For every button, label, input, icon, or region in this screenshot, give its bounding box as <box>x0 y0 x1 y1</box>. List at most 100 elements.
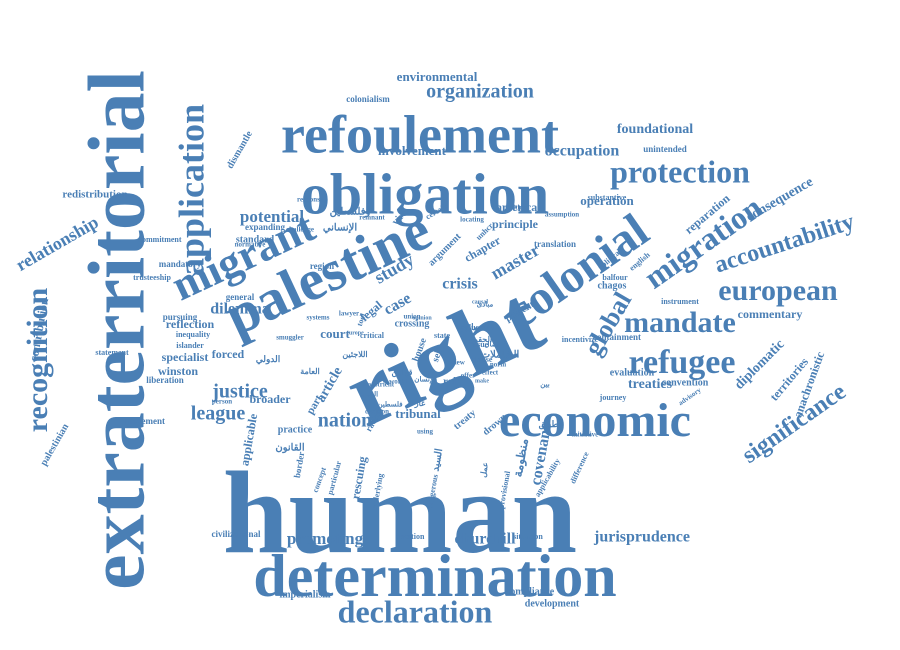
word-journey: journey <box>599 393 627 402</box>
word-opinion: opinion <box>412 315 432 321</box>
word-response: response <box>297 196 323 204</box>
word-pursuing: pursuing <box>163 312 198 322</box>
word-smuggler: smuggler <box>276 334 304 342</box>
word-arabic-160: استعماري <box>460 322 496 333</box>
word-involvement: involvement <box>378 143 447 158</box>
word-role: role <box>443 376 461 388</box>
word-evaluation: evaluation <box>610 367 655 378</box>
word-substantive: substantive <box>588 193 627 202</box>
word-instrument: instrument <box>661 297 699 306</box>
word-forced: forced <box>212 347 245 361</box>
word-mandatory: mandatory <box>159 259 202 269</box>
word-arabic-172: بين <box>540 381 549 389</box>
word-dismantle: dismantle <box>225 129 256 171</box>
word-environmental: environmental <box>397 69 478 84</box>
word-treaty: treaty <box>452 407 478 432</box>
word-border: border <box>292 451 306 479</box>
word-europe: europe <box>346 330 364 336</box>
word-critical: critical <box>360 331 385 340</box>
word-tribunal: tribunal <box>395 406 441 421</box>
word-world: world <box>389 378 407 386</box>
word-translation: translation <box>534 239 576 249</box>
word-broader: broader <box>249 392 291 406</box>
word-court: court <box>320 326 350 341</box>
word-civilizational: civilizational <box>212 529 261 539</box>
word-lawyer: lawyer <box>339 310 359 318</box>
word-systems: systems <box>307 314 330 322</box>
word-arabic-171: الدول <box>362 391 378 399</box>
word-challenge: challenge <box>286 226 314 234</box>
word-league: league <box>191 403 246 425</box>
word-arabic-153: السيد <box>430 447 445 472</box>
word-decision: decision <box>365 408 389 416</box>
word-remnant: remnant <box>359 214 385 222</box>
word-treaties: treaties <box>628 377 673 392</box>
word-development: development <box>525 598 580 609</box>
word-arabic-161: العامة <box>300 367 320 376</box>
word-standard: standard <box>236 234 275 245</box>
word-declaration: declaration <box>338 593 493 629</box>
word-arabic-155: الدولي <box>256 354 281 365</box>
word-redistribution: redistribution <box>62 189 127 201</box>
word-practice: practice <box>278 424 313 435</box>
word-initiative: initiative <box>572 431 598 439</box>
word-state: state <box>434 331 450 340</box>
word-situation: situation <box>513 532 543 541</box>
word-tool: tool <box>355 311 368 327</box>
word-operation: operation <box>580 193 634 208</box>
word-incentivize: incentivize <box>562 335 599 344</box>
word-nation: nation <box>318 410 372 432</box>
word-specialist: specialist <box>162 350 209 364</box>
word-churchill: churchill <box>454 531 516 548</box>
word-colonialism: colonialism <box>346 94 390 104</box>
word-determination: determination <box>253 543 616 609</box>
word-arabic-163: نضال <box>484 341 499 349</box>
word-arabic-167: اللاجئين <box>342 350 367 360</box>
word-unintended: unintended <box>643 144 687 154</box>
word-arabic-166: تطبيق <box>539 419 562 430</box>
word-question: question <box>396 532 425 541</box>
word-person: person <box>212 398 232 406</box>
word-offer: offer <box>461 372 475 380</box>
word-norm: norm <box>490 361 507 369</box>
word-liberation: liberation <box>146 375 184 385</box>
word-winston: winston <box>158 364 198 378</box>
word-expanding: expanding <box>245 222 286 232</box>
word-trusteeship: trusteeship <box>133 273 171 282</box>
word-arabic-169: الإنسان <box>414 376 435 384</box>
word-refoulement: refoulement <box>281 104 559 164</box>
word-foundational: foundational <box>617 122 693 137</box>
word-clause: clause <box>472 355 493 364</box>
word-european: european <box>718 274 838 307</box>
word-view: view <box>451 359 466 367</box>
word-arabic-162: الحقوق <box>468 335 492 345</box>
word-economic: economic <box>499 394 691 447</box>
word-statement: statement <box>95 348 129 357</box>
word-arabic-159: الشاملات <box>481 349 520 360</box>
word-locating: locating <box>460 216 484 224</box>
word-american: american <box>496 200 544 214</box>
word-protection: protection <box>610 153 750 189</box>
word-commitment: commitment <box>138 235 181 244</box>
word-compliance: compliance <box>506 586 555 597</box>
word-make: make <box>475 378 489 384</box>
word-causal: causal <box>472 299 488 305</box>
word-issue: issue <box>472 340 489 349</box>
word-movement: movement <box>125 416 165 426</box>
word-arabic-157: الإنساني <box>323 222 358 233</box>
word-commentary: commentary <box>738 307 803 321</box>
word-recognition: recognition <box>21 287 54 432</box>
word-occupation: occupation <box>545 143 620 160</box>
word-jurisprudence: jurisprudence <box>593 529 690 546</box>
word-crisis: crisis <box>442 276 478 293</box>
word-arabic-154: القانون <box>275 442 304 453</box>
word-self: self <box>430 346 446 364</box>
word-convention: convention <box>662 377 709 388</box>
word-significance: significance <box>738 379 851 469</box>
word-extraterritorial: extraterritorial <box>73 70 161 590</box>
word-effect: effect <box>482 369 499 377</box>
word-position: position <box>503 204 527 212</box>
word-imperialism: imperialism <box>279 589 331 600</box>
